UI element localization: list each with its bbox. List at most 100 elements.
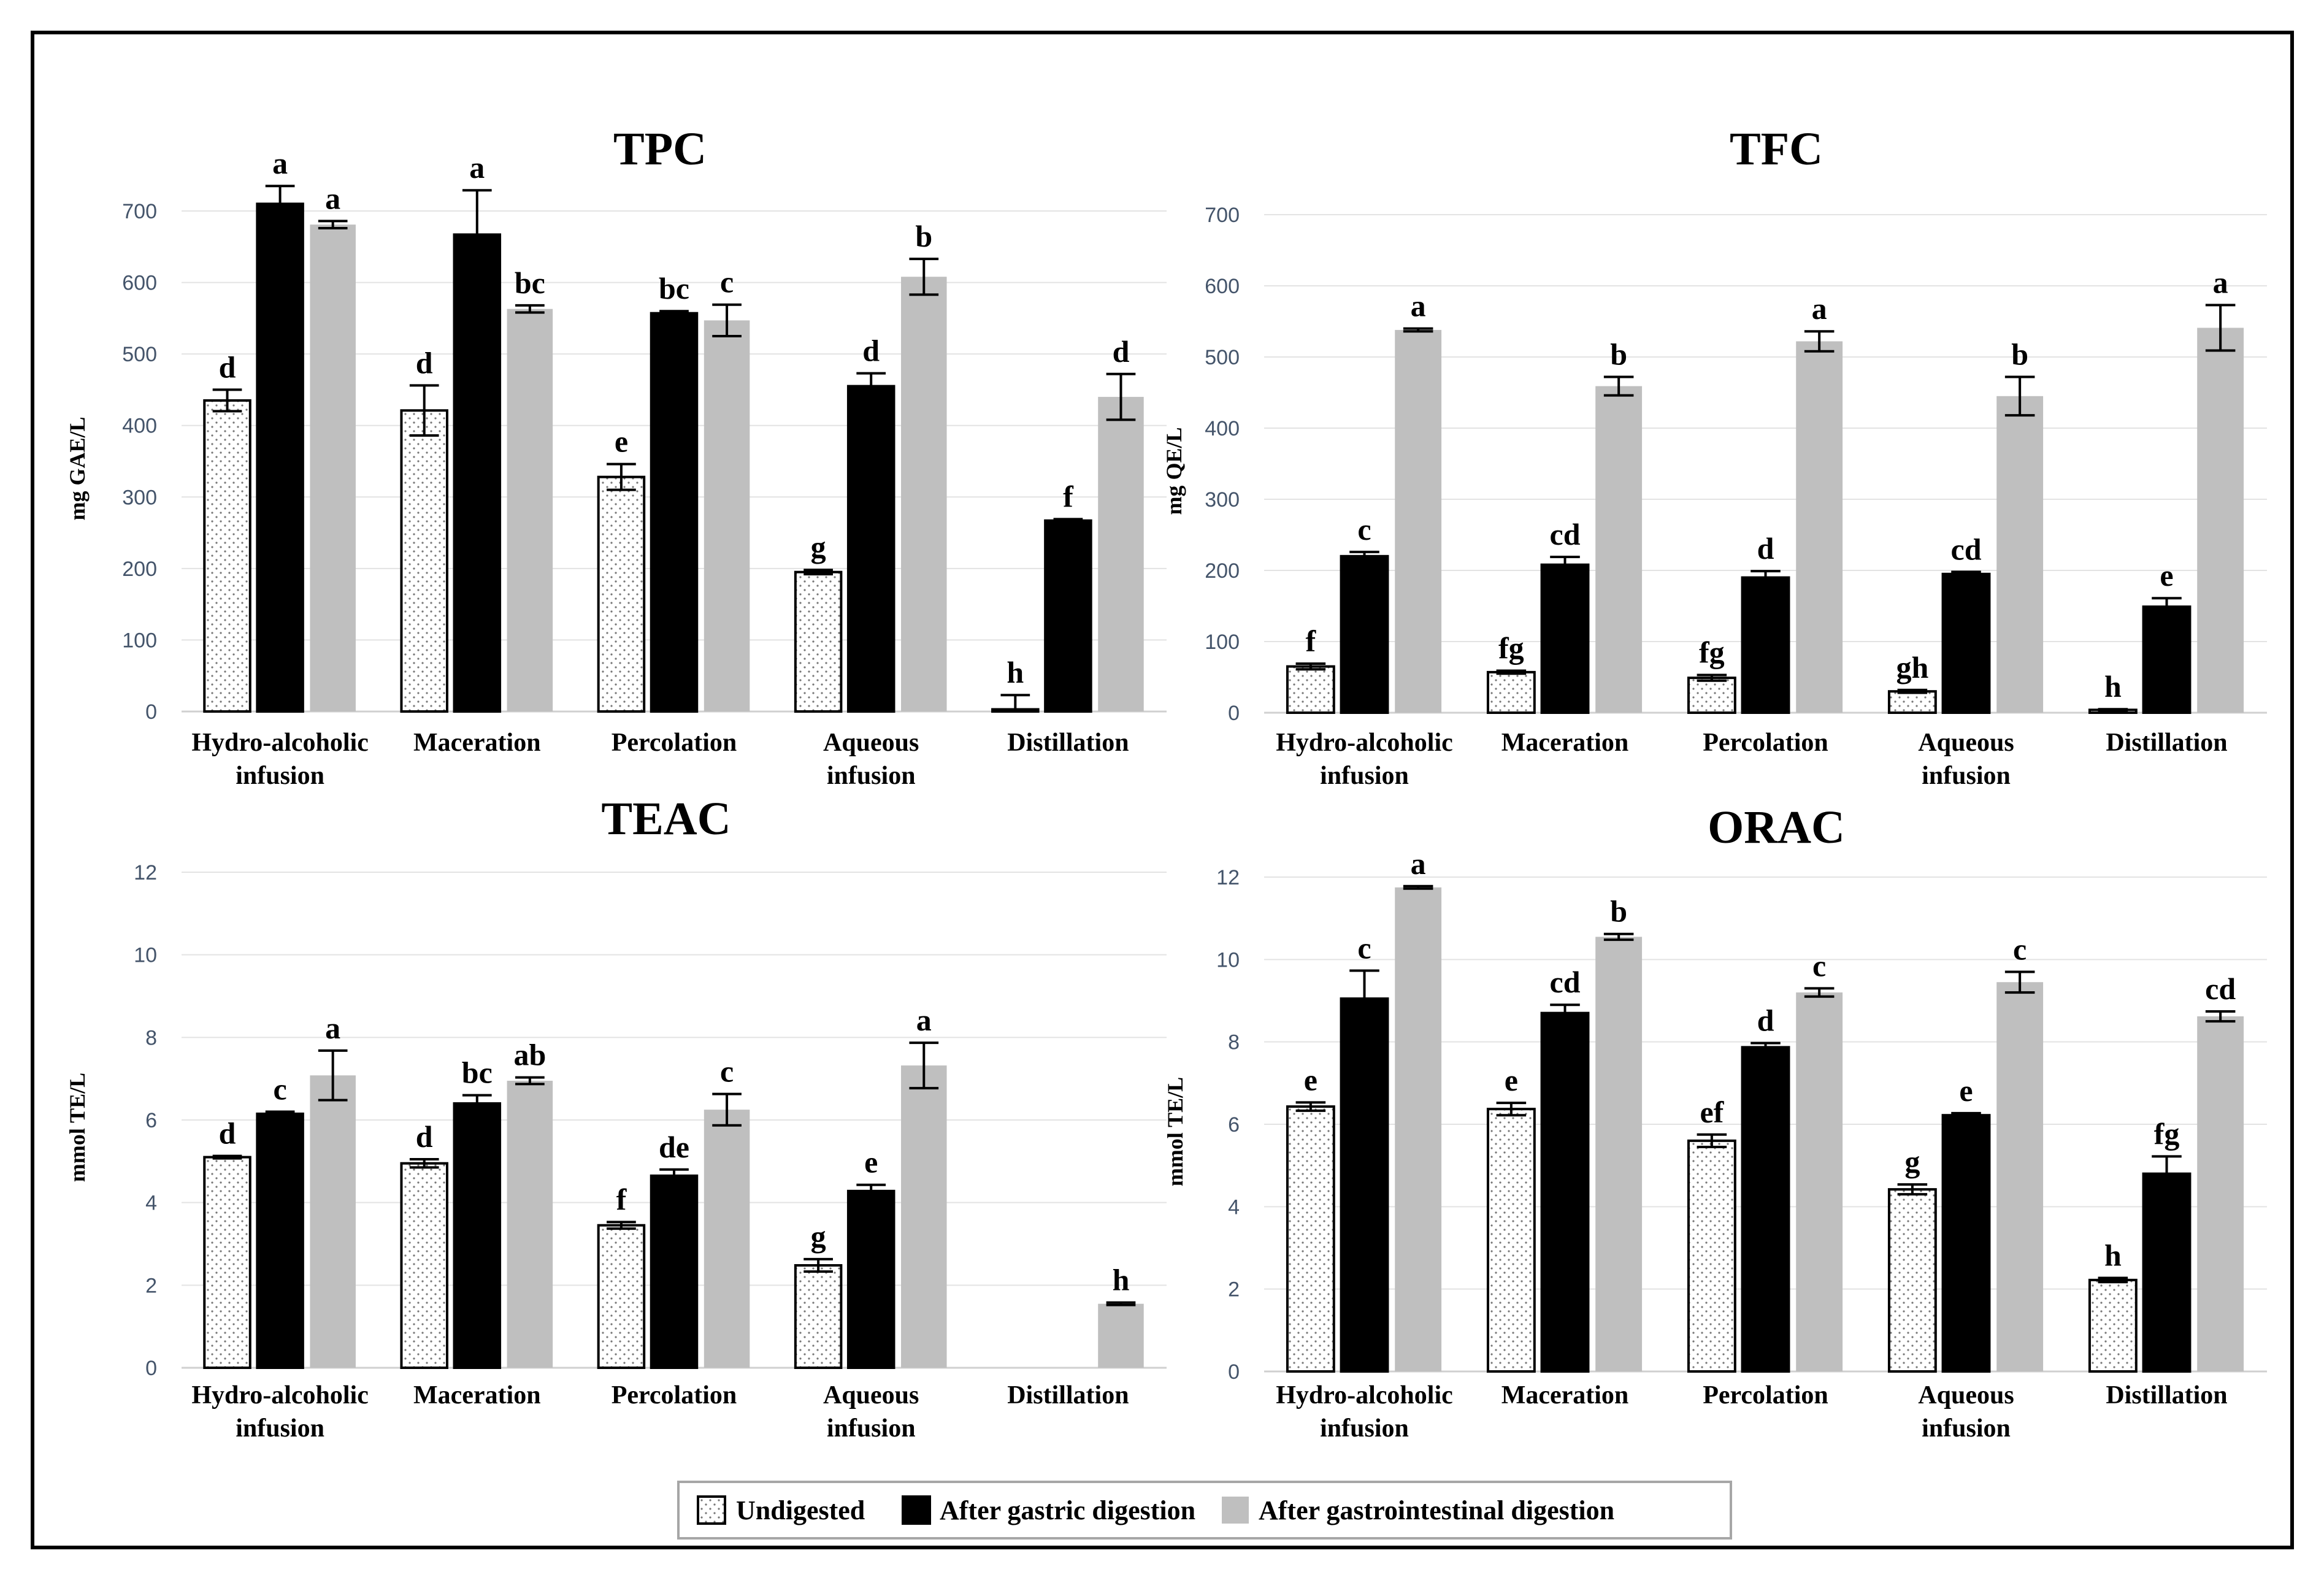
y-axis-label: mmol TE/L <box>1163 1077 1187 1186</box>
category-label: Percolation <box>1703 729 1828 757</box>
significance-letter: g <box>811 1219 826 1254</box>
bar-gastric <box>1941 1114 1991 1373</box>
y-tick-label: 200 <box>1205 559 1240 583</box>
bar-gastric <box>1340 997 1389 1373</box>
significance-letter: e <box>1304 1062 1317 1097</box>
bar-gastric <box>846 385 895 713</box>
category-label: Aqueous infusion <box>823 729 919 790</box>
bar-undigested <box>1887 690 1937 714</box>
bar-gastrointestinal <box>901 1065 947 1368</box>
bar-gastrointestinal <box>1595 386 1643 713</box>
significance-letter: a <box>469 150 485 185</box>
y-tick-label: 400 <box>1205 417 1240 440</box>
bar-undigested <box>1687 677 1736 715</box>
bar-gastrointestinal <box>1996 982 2044 1371</box>
y-axis-label: mg QE/L <box>1162 427 1186 515</box>
y-tick-label: 500 <box>122 343 157 366</box>
bar-undigested <box>203 399 251 713</box>
bar-gastrointestinal <box>1395 887 1442 1371</box>
figure-frame: 0 100 200 300 400 500 600 700 TPC mg GAE/L Hydro-a… <box>31 31 2294 1549</box>
legend-box <box>677 1481 1732 1540</box>
y-tick-label: 0 <box>145 700 157 724</box>
significance-letter: b <box>1610 894 1627 929</box>
category-label: Aqueous infusion <box>1918 729 2014 790</box>
significance-letter: c <box>1357 930 1371 965</box>
significance-letter: c <box>720 265 734 299</box>
bar-gastrointestinal <box>1098 397 1144 711</box>
significance-letter: h <box>1007 655 1024 689</box>
bar-gastrointestinal <box>901 277 947 711</box>
significance-letter: g <box>811 530 826 564</box>
significance-letter: ab <box>513 1038 546 1072</box>
bar-gastrointestinal <box>1796 992 1843 1371</box>
significance-letter: f <box>1306 624 1317 658</box>
y-tick-label: 100 <box>1205 631 1240 654</box>
bar-gastrointestinal <box>1395 329 1442 713</box>
y-tick-label: 2 <box>1228 1278 1240 1302</box>
significance-letter: ef <box>1700 1095 1724 1129</box>
y-tick-label: 300 <box>122 486 157 509</box>
significance-letter: d <box>1757 531 1774 566</box>
bar-gastrointestinal <box>310 1075 356 1368</box>
legend-label-undigested: Undigested <box>736 1495 865 1525</box>
bar-gastrointestinal <box>704 320 750 711</box>
chart-orac: 0 2 4 6 8 10 12 ORAC mmol TE/L Hydro-alcoholic inf… <box>1163 802 2267 1443</box>
category-label: Percolation <box>1703 1381 1828 1409</box>
significance-letter: b <box>915 219 932 253</box>
bar-gastrointestinal <box>2197 1016 2244 1371</box>
y-tick-label: 600 <box>1205 275 1240 298</box>
bar-gastrointestinal <box>507 309 553 711</box>
y-tick-label: 400 <box>122 415 157 438</box>
category-label: Maceration <box>413 1381 541 1409</box>
significance-letter: fg <box>1699 635 1725 670</box>
significance-letter: a <box>2213 265 2228 299</box>
legend-swatch-undigested <box>697 1495 726 1525</box>
significance-letter: a <box>1812 291 1827 326</box>
significance-letter: e <box>1959 1073 1973 1108</box>
significance-letter: cd <box>1550 517 1581 551</box>
bar-undigested <box>597 475 646 713</box>
bar-gastrointestinal <box>704 1110 750 1368</box>
significance-letter: bc <box>659 271 689 305</box>
category-label: Distillation <box>2106 1381 2227 1409</box>
y-tick-label: 8 <box>145 1026 157 1049</box>
significance-letter: c <box>720 1054 734 1089</box>
bar-gastric <box>1540 1011 1590 1373</box>
significance-letter: a <box>1411 289 1426 323</box>
significance-letter: a <box>325 181 340 215</box>
category-label: Aqueous infusion <box>1918 1381 2014 1443</box>
significance-letter: c <box>1812 948 1826 983</box>
y-tick-label: 8 <box>1228 1031 1240 1054</box>
chart-teac: 0 2 4 6 8 10 12 TEAC mmol TE/L Hydro-alcoholic inf… <box>65 793 1167 1443</box>
y-tick-label: 200 <box>122 558 157 581</box>
significance-letter: e <box>2160 558 2173 592</box>
bar-gastric <box>846 1189 895 1370</box>
bar-gastrointestinal <box>2197 328 2244 713</box>
chart-tpc: 0 100 200 300 400 500 600 700 TPC mg GAE/L Hydro-a… <box>65 123 1167 790</box>
bar-undigested <box>1486 1108 1536 1373</box>
bar-undigested <box>400 409 448 713</box>
y-tick-label: 700 <box>1205 204 1240 227</box>
significance-letter: cd <box>1550 965 1581 999</box>
significance-letter: c <box>1357 512 1371 546</box>
y-tick-label: 100 <box>122 629 157 652</box>
bar-undigested <box>1687 1139 1736 1373</box>
significance-letter: cd <box>1951 532 1982 566</box>
category-label: Maceration <box>1501 729 1629 757</box>
significance-letter: h <box>1113 1263 1130 1297</box>
bar-undigested <box>794 1264 843 1369</box>
significance-letter: bc <box>462 1056 493 1090</box>
bar-undigested <box>2088 1278 2138 1373</box>
category-label: Hydro-alcoholic infusion <box>191 729 369 790</box>
category-label: Hydro-alcoholic infusion <box>1276 729 1453 790</box>
bar-undigested <box>400 1162 448 1369</box>
bar-gastric <box>453 1102 502 1369</box>
significance-letter: f <box>616 1182 627 1216</box>
significance-letter: de <box>659 1130 689 1164</box>
y-axis-label: mmol TE/L <box>65 1073 90 1182</box>
legend-label-gastrointestinal: After gastrointestinal digestion <box>1259 1495 1614 1525</box>
category-label: Distillation <box>1007 1381 1129 1409</box>
chart-title: TEAC <box>601 793 731 845</box>
